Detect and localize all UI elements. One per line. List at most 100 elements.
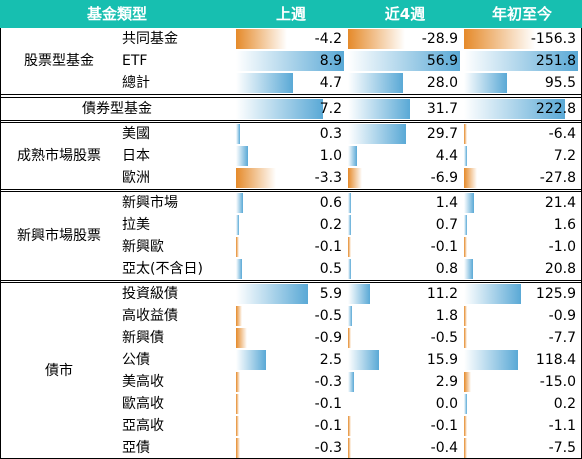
row-label: 亞高收 (122, 418, 164, 434)
row-label: 歐洲 (122, 170, 150, 186)
cell-value: -0.1 (430, 239, 458, 255)
cell-value: 125.9 (535, 286, 576, 302)
table-row: 共同基金 -4.2 -28.9 -156.3 (0, 28, 582, 50)
table-row: 新興市場 0.6 1.4 21.4 (0, 192, 582, 214)
row-label: 投資級債 (122, 286, 178, 302)
cell-ytd: -7.7 (464, 328, 580, 348)
positive-data-bar (464, 73, 508, 93)
cell-week: 1.0 (236, 146, 346, 166)
cell-week: -0.1 (236, 237, 346, 257)
group-divider (0, 191, 582, 192)
cell-value: 7.2 (319, 101, 342, 117)
cell-value: -0.9 (548, 308, 576, 324)
cell-week: -0.5 (236, 306, 346, 326)
cell-ytd: -1.1 (464, 416, 580, 436)
row-label: 總計 (122, 75, 150, 91)
negative-data-bar (236, 168, 277, 188)
positive-data-bar (348, 146, 357, 166)
cell-value: 0.5 (319, 261, 342, 277)
row-label: 新興歐 (122, 239, 164, 255)
row-label: 公債 (122, 352, 150, 368)
cell-four-weeks: -0.5 (348, 328, 462, 348)
table-row: ETF 8.9 56.9 251.8 (0, 50, 582, 72)
positive-data-bar (236, 193, 244, 213)
cell-value: -0.1 (314, 396, 342, 412)
cell-week: 0.2 (236, 215, 346, 235)
row-label: 共同基金 (122, 31, 178, 47)
cell-four-weeks: 4.4 (348, 146, 462, 166)
cell-four-weeks: 28.0 (348, 73, 462, 93)
positive-data-bar (464, 99, 565, 119)
cell-value: 28.0 (426, 75, 458, 91)
cell-four-weeks: 11.2 (348, 284, 462, 304)
cell-ytd: -27.8 (464, 168, 580, 188)
table-row: 日本 1.0 4.4 7.2 (0, 145, 582, 167)
positive-data-bar (236, 284, 308, 304)
negative-data-bar (236, 438, 240, 458)
negative-data-bar (236, 416, 239, 436)
cell-value: -0.5 (314, 308, 342, 324)
negative-data-bar (348, 168, 362, 188)
positive-data-bar (348, 284, 371, 304)
cell-value: -0.9 (314, 330, 342, 346)
cell-value: -1.0 (548, 239, 576, 255)
cell-ytd: 21.4 (464, 193, 580, 213)
negative-data-bar (464, 438, 468, 458)
cell-ytd: 0.2 (464, 394, 580, 414)
cell-value: 0.3 (319, 126, 342, 142)
negative-data-bar (348, 416, 351, 436)
cell-ytd: -1.0 (464, 237, 580, 257)
positive-data-bar (236, 99, 324, 119)
cell-week: -4.2 (236, 29, 346, 49)
cell-value: 5.9 (319, 286, 342, 302)
negative-data-bar (348, 237, 351, 257)
table-row: 歐高收 -0.1 0.0 0.2 (0, 393, 582, 415)
negative-data-bar (464, 416, 467, 436)
positive-data-bar (236, 350, 267, 370)
cell-value: 29.7 (426, 126, 458, 142)
negative-data-bar (236, 29, 287, 49)
positive-data-bar (348, 51, 460, 71)
cell-value: 0.6 (319, 195, 342, 211)
cell-week: 7.2 (236, 99, 346, 119)
cell-value: 0.2 (319, 217, 342, 233)
cell-value: 31.7 (426, 101, 458, 117)
row-label: ETF (122, 53, 148, 69)
group-divider (0, 97, 582, 98)
positive-data-bar (464, 215, 467, 235)
cell-four-weeks: 0.8 (348, 259, 462, 279)
cell-value: -4.2 (314, 31, 342, 47)
cell-ytd: 7.2 (464, 146, 580, 166)
row-label: 美國 (122, 126, 150, 142)
table-row: 總計 4.7 28.0 95.5 (0, 72, 582, 94)
table-row: 新興歐 -0.1 -0.1 -1.0 (0, 236, 582, 258)
cell-week: -0.1 (236, 394, 346, 414)
group-name: 債市 (45, 363, 73, 379)
positive-data-bar (464, 350, 518, 370)
table-row: 亞太(不含日) 0.5 0.8 20.8 (0, 258, 582, 280)
table-side-border (0, 28, 1, 459)
cell-four-weeks: -0.4 (348, 438, 462, 458)
cell-ytd: 95.5 (464, 73, 580, 93)
cell-value: -15.0 (539, 374, 576, 390)
positive-data-bar (348, 372, 354, 392)
positive-data-bar (464, 284, 521, 304)
positive-data-bar (236, 259, 243, 279)
group-divider (0, 189, 582, 190)
cell-week: -0.1 (236, 416, 346, 436)
cell-ytd: 118.4 (464, 350, 580, 370)
positive-data-bar (236, 73, 294, 93)
table-row: 亞高收 -0.1 -0.1 -1.1 (0, 415, 582, 437)
cell-four-weeks: 56.9 (348, 51, 462, 71)
cell-value: 4.4 (435, 148, 458, 164)
cell-value: 2.9 (435, 374, 458, 390)
positive-data-bar (348, 350, 380, 370)
positive-data-bar (348, 215, 351, 235)
negative-data-bar (464, 124, 467, 144)
cell-value: -3.3 (314, 170, 342, 186)
cell-value: 56.9 (426, 53, 458, 69)
table-row: 公債 2.5 15.9 118.4 (0, 349, 582, 371)
cell-week: 0.6 (236, 193, 346, 213)
positive-data-bar (464, 51, 578, 71)
header-four-weeks: 近4週 (384, 5, 426, 23)
